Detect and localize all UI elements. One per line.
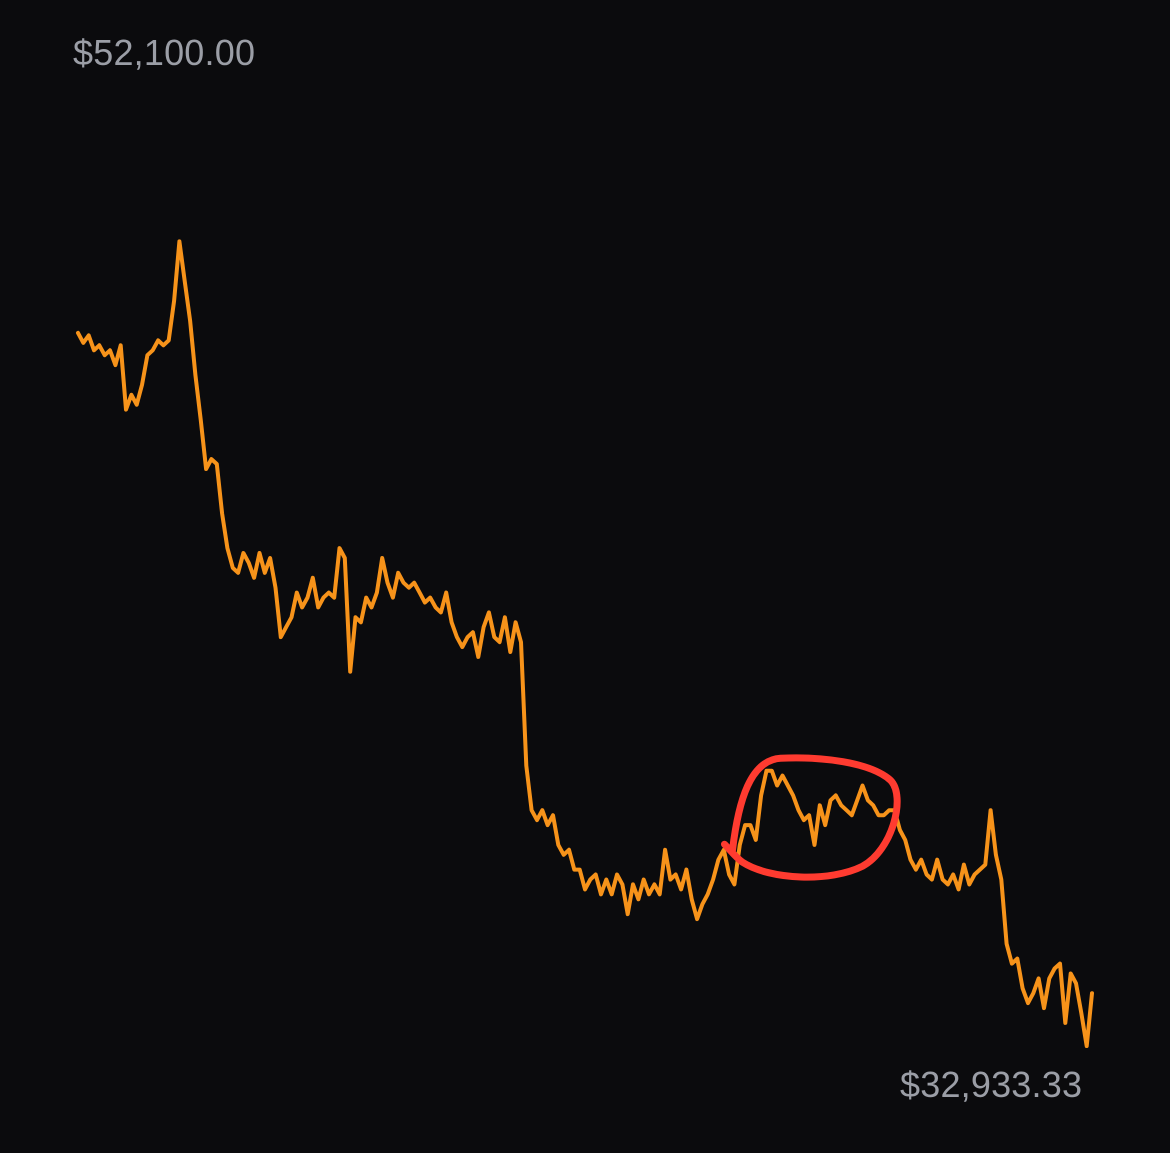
series-layer	[76, 239, 1094, 1048]
max-price-label: $52,100.00	[73, 32, 256, 73]
annotation-layer	[720, 754, 901, 881]
min-price-label: $32,933.33	[900, 1064, 1083, 1105]
series-line-price	[76, 239, 1094, 1048]
hand-drawn-circle-annotation	[720, 754, 901, 881]
